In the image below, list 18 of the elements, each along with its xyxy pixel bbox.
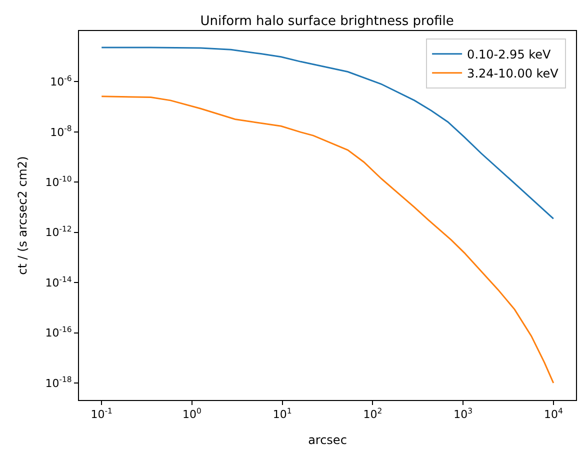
y-axis-title: ct / (s arcsec2 cm2) [16, 156, 30, 275]
x-tick-label: 10$^{4}$ [544, 406, 563, 422]
y-tick-label: 10$^{-14}$ [45, 274, 72, 290]
y-tick-label: 10$^{-8}$ [50, 124, 72, 139]
x-tick-label: 10$^{-1}$ [90, 406, 113, 422]
y-tick-label: 10$^{-10}$ [45, 174, 72, 189]
chart-title: Uniform halo surface brightness profile [200, 14, 454, 30]
x-tick-label: 10$^{2}$ [363, 406, 382, 422]
legend-label: 0.10-2.95 keV [467, 48, 552, 62]
y-tick-label: 10$^{-16}$ [45, 325, 72, 340]
x-tick-label: 10$^{3}$ [454, 406, 473, 422]
y-tick-label: 10$^{-18}$ [45, 375, 72, 390]
x-tick-label: 10$^{1}$ [272, 406, 292, 422]
x-tick-label: 10$^{0}$ [182, 406, 202, 422]
x-axis-title: arcsec [308, 433, 347, 448]
y-tick-label: 10$^{-6}$ [50, 74, 72, 89]
y-tick-label: 10$^{-12}$ [45, 224, 72, 240]
legend-label: 3.24-10.00 keV [467, 66, 560, 81]
